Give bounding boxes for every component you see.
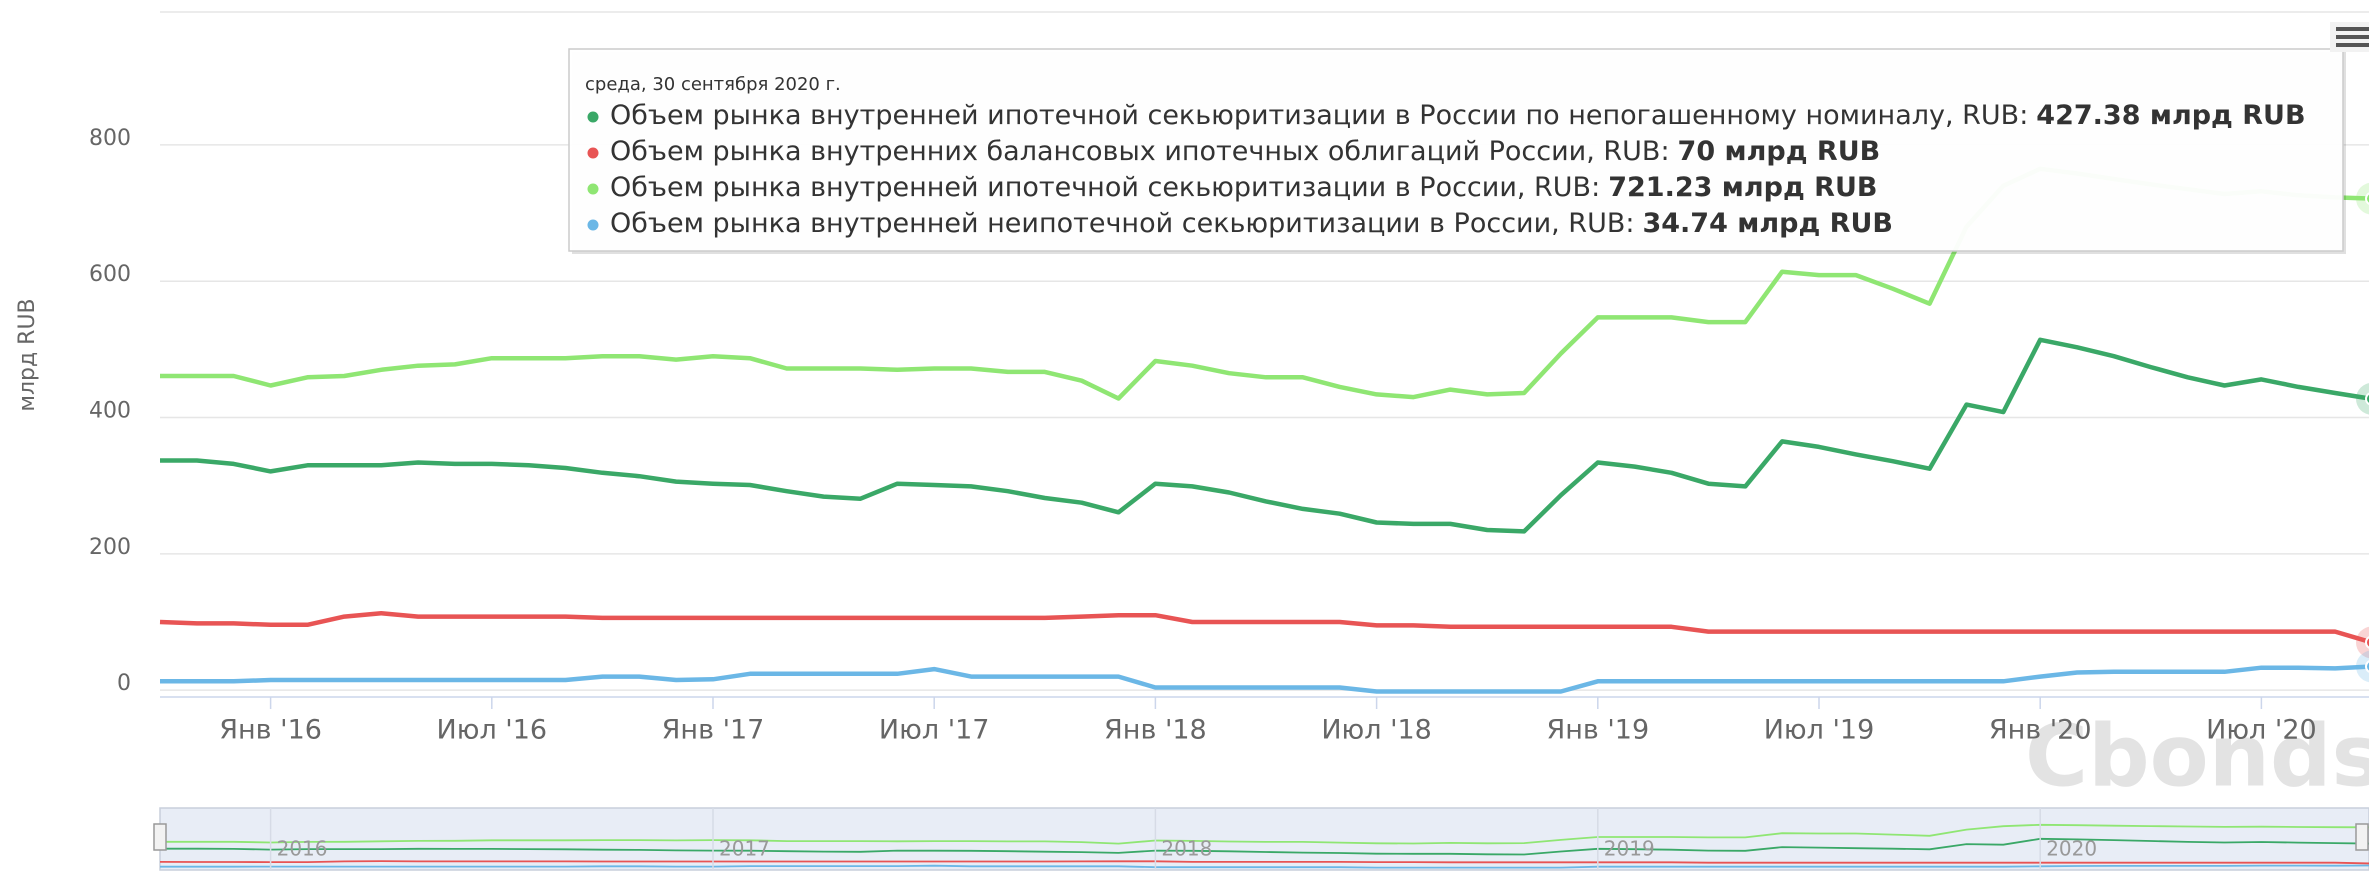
tooltip-line: Объем рынка внутренней неипотечной секью…: [610, 208, 1893, 239]
navigator-handle[interactable]: [2355, 823, 2369, 851]
tooltip-series-name: Объем рынка внутренней ипотечной секьюри…: [610, 172, 1591, 203]
tooltip-value: 34.74 млрд RUB: [1642, 208, 1892, 239]
x-tick-label: Июл '16: [437, 715, 548, 746]
tooltip-dot: [587, 219, 599, 231]
x-tick-label: Июл '17: [879, 715, 990, 746]
navigator-label: 2017: [719, 837, 770, 861]
tooltip-line: Объем рынка внутренней ипотечной секьюри…: [610, 100, 2306, 131]
navigator-label: 2019: [1604, 837, 1655, 861]
series-line: [159, 610, 2369, 644]
series-line: [160, 664, 2369, 694]
hover-halo: [2356, 650, 2369, 683]
x-tick-label: Янв '16: [219, 715, 322, 746]
tooltip-series-name: Объем рынка внутренней ипотечной секьюри…: [610, 100, 2019, 131]
navigator-mask: [159, 807, 2369, 871]
x-tick-label: Июл '18: [1321, 715, 1432, 746]
hover-halo: [2356, 182, 2369, 215]
menu-button[interactable]: [2330, 22, 2369, 52]
navigator-label: 2018: [1161, 837, 1212, 861]
navigator-line: [160, 823, 2369, 845]
y-axis-title: млрд RUB: [15, 298, 40, 411]
tooltip-separator: :: [1625, 208, 1634, 239]
navigator-line: [160, 837, 2369, 856]
x-tick-label: Янв '19: [1546, 715, 1649, 746]
x-tick-label: Янв '20: [1989, 715, 2092, 746]
x-tick-label: Янв '17: [662, 715, 765, 746]
hover-marker: [2365, 392, 2369, 406]
tooltip-dot: [587, 111, 599, 123]
x-tick-label: Июл '19: [1764, 715, 1875, 746]
navigator-label: 2020: [2046, 837, 2097, 861]
navigator-line: [160, 864, 2369, 869]
tooltip-separator: :: [2019, 100, 2028, 131]
menu-bar: [2336, 35, 2369, 39]
tooltip-separator: :: [1591, 172, 1600, 203]
menu-bar: [2336, 27, 2369, 31]
tooltip-separator: :: [1660, 136, 1669, 167]
hover-marker: [2365, 660, 2369, 673]
y-tick-label: 0: [117, 671, 131, 696]
hover-halo: [2356, 626, 2369, 659]
tooltip-dot: [587, 147, 599, 159]
y-tick-label: 600: [89, 262, 131, 287]
y-tick-label: 800: [89, 126, 131, 151]
hover-marker: [2365, 636, 2369, 649]
navigator: 2016 2017 2018 2019 2020: [153, 807, 2369, 871]
tooltip-series-name: Объем рынка внутренней неипотечной секью…: [610, 208, 1625, 239]
tooltip-value: 70 млрд RUB: [1678, 136, 1881, 167]
navigator-line: [159, 860, 2369, 865]
tooltip-dot: [587, 183, 599, 195]
x-tick-label: Янв '18: [1104, 715, 1207, 746]
tooltip-line: Объем рынка внутренних балансовых ипотеч…: [610, 136, 1880, 167]
menu-bar: [2336, 43, 2369, 47]
hover-halo: [2356, 383, 2369, 415]
tooltip-series-name: Объем рынка внутренних балансовых ипотеч…: [610, 136, 1660, 167]
tooltip-value: 721.23 млрд RUB: [1608, 172, 1877, 203]
watermark: Cbonds: [2025, 706, 2369, 806]
tooltip-value: 427.38 млрд RUB: [2036, 100, 2305, 131]
tooltip-line: Объем рынка внутренней ипотечной секьюри…: [610, 172, 1877, 203]
navigator-handle[interactable]: [153, 823, 167, 851]
navigator-label: 2016: [277, 837, 328, 861]
hover-marker: [2365, 192, 2369, 205]
series-line: [160, 337, 2369, 534]
tooltip-box: [568, 48, 2344, 252]
tooltip-date: среда, 30 сентября 2020 г.: [585, 74, 841, 95]
tooltip: среда, 30 сентября 2020 г. Объем рынка в…: [568, 48, 2346, 254]
x-tick-label: Июл '20: [2206, 715, 2317, 746]
y-tick-label: 200: [89, 535, 131, 560]
y-tick-label: 400: [89, 399, 131, 424]
